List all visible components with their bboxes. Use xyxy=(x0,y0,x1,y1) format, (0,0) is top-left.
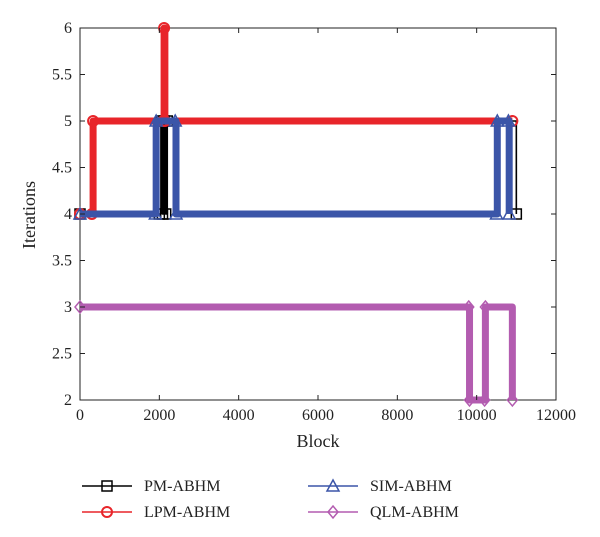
series-lpm-abhm xyxy=(74,22,519,220)
legend-marker-icon xyxy=(327,504,339,520)
legend-marker-icon xyxy=(101,480,113,492)
data-point xyxy=(478,392,491,408)
x-tick-label: 0 xyxy=(76,407,84,424)
data-point xyxy=(489,206,504,220)
x-tick-label: 12000 xyxy=(536,407,576,424)
y-tick-label: 3.5 xyxy=(52,253,72,270)
legend-item: QLM-ABHM xyxy=(308,504,459,521)
series-line xyxy=(80,24,513,218)
series-pm-abhm xyxy=(74,115,523,220)
data-point xyxy=(463,392,476,408)
series-line xyxy=(80,117,513,218)
data-point xyxy=(501,206,517,220)
x-axis-label: Block xyxy=(297,431,340,451)
y-axis-label: Iterations xyxy=(19,181,39,249)
legend-item: PM-ABHM xyxy=(82,478,220,495)
data-point xyxy=(490,113,505,127)
y-tick-label: 5.5 xyxy=(52,67,72,84)
series-sim-abhm xyxy=(72,113,517,220)
x-tick-label: 8000 xyxy=(381,407,413,424)
data-point xyxy=(462,299,475,315)
legend-label: SIM-ABHM xyxy=(370,478,452,495)
data-point xyxy=(501,113,516,127)
data-point xyxy=(148,206,163,220)
legend-marker-icon xyxy=(101,506,113,518)
plot-area xyxy=(72,22,557,408)
legend-item: SIM-ABHM xyxy=(308,478,452,495)
legend-label: LPM-ABHM xyxy=(144,504,230,521)
y-tick-label: 2 xyxy=(64,392,72,409)
series-line xyxy=(80,303,516,404)
legend-item: LPM-ABHM xyxy=(82,504,230,521)
x-tick-label: 4000 xyxy=(223,407,255,424)
y-tick-label: 5 xyxy=(64,113,72,130)
data-point xyxy=(159,208,172,220)
x-tick-label: 6000 xyxy=(302,407,334,424)
y-tick-label: 6 xyxy=(64,20,72,37)
y-tick-label: 3 xyxy=(64,299,72,316)
legend: PM-ABHM SIM-ABHM LPM-ABHM QLM-ABHM xyxy=(82,478,459,521)
y-axis-ticks: 2 2.5 3 3.5 4 4.5 5 5.5 6 xyxy=(52,20,556,409)
y-tick-label: 2.5 xyxy=(52,346,72,363)
y-tick-label: 4 xyxy=(64,206,72,223)
data-point xyxy=(167,113,183,127)
data-point xyxy=(506,392,519,408)
data-point xyxy=(74,299,86,315)
y-tick-label: 4.5 xyxy=(52,160,72,177)
data-point xyxy=(87,115,100,127)
data-point xyxy=(148,113,164,127)
data-point xyxy=(168,206,184,220)
series-line xyxy=(80,120,518,215)
series-qlm-abhm xyxy=(74,299,519,408)
legend-label: QLM-ABHM xyxy=(370,504,459,521)
data-point xyxy=(479,299,492,315)
x-tick-label: 2000 xyxy=(143,407,175,424)
legend-marker-icon xyxy=(325,478,341,492)
legend-label: PM-ABHM xyxy=(144,478,220,495)
x-tick-label: 10000 xyxy=(457,407,497,424)
x-axis-ticks: 0 2000 4000 6000 8000 10000 12000 xyxy=(76,28,576,424)
